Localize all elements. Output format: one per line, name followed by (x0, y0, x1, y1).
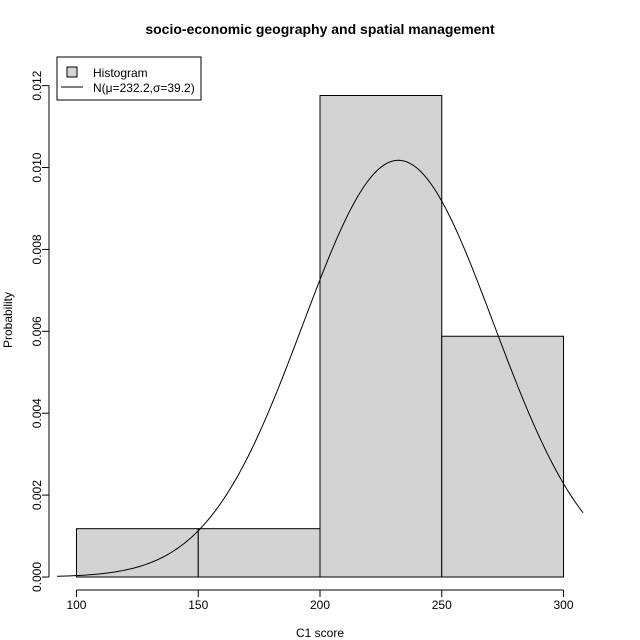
y-tick-label: 0.000 (30, 562, 44, 592)
y-tick-label: 0.008 (30, 234, 44, 264)
x-axis: 100 150 200 250 300 (66, 589, 574, 612)
x-tick-label: 250 (432, 598, 452, 612)
legend-box (56, 56, 202, 101)
histogram-bar-1 (197, 528, 321, 578)
histogram-bar-3 (441, 335, 565, 578)
chart-title: socio-economic geography and spatial man… (145, 21, 495, 37)
x-tick-label: 150 (188, 598, 208, 612)
y-tick-label: 0.002 (30, 480, 44, 510)
x-tick-label: 200 (310, 598, 330, 612)
y-tick-label: 0.010 (30, 152, 44, 182)
legend-histogram-swatch (66, 66, 78, 78)
histogram-bar-2 (319, 94, 443, 578)
legend-histogram-label: Histogram (93, 66, 148, 80)
y-tick-label: 0.006 (30, 316, 44, 346)
histogram-bars (75, 94, 565, 578)
normal-curve (56, 159, 584, 577)
x-tick-label: 100 (66, 598, 86, 612)
y-tick-label: 0.012 (30, 70, 44, 100)
x-axis-label: C1 score (296, 626, 344, 640)
x-tick-label: 300 (554, 598, 574, 612)
y-tick-label: 0.004 (30, 398, 44, 428)
histogram-bar-0 (75, 528, 199, 578)
y-axis-label: Probability (1, 292, 15, 348)
legend: Histogram N(μ=232.2,σ=39.2) (56, 56, 202, 101)
y-axis: 0.000 0.002 0.004 0.006 0.008 0.010 0.012 (30, 70, 50, 592)
legend-curve-label: N(μ=232.2,σ=39.2) (93, 81, 195, 95)
normal-curve-layer (56, 159, 584, 577)
